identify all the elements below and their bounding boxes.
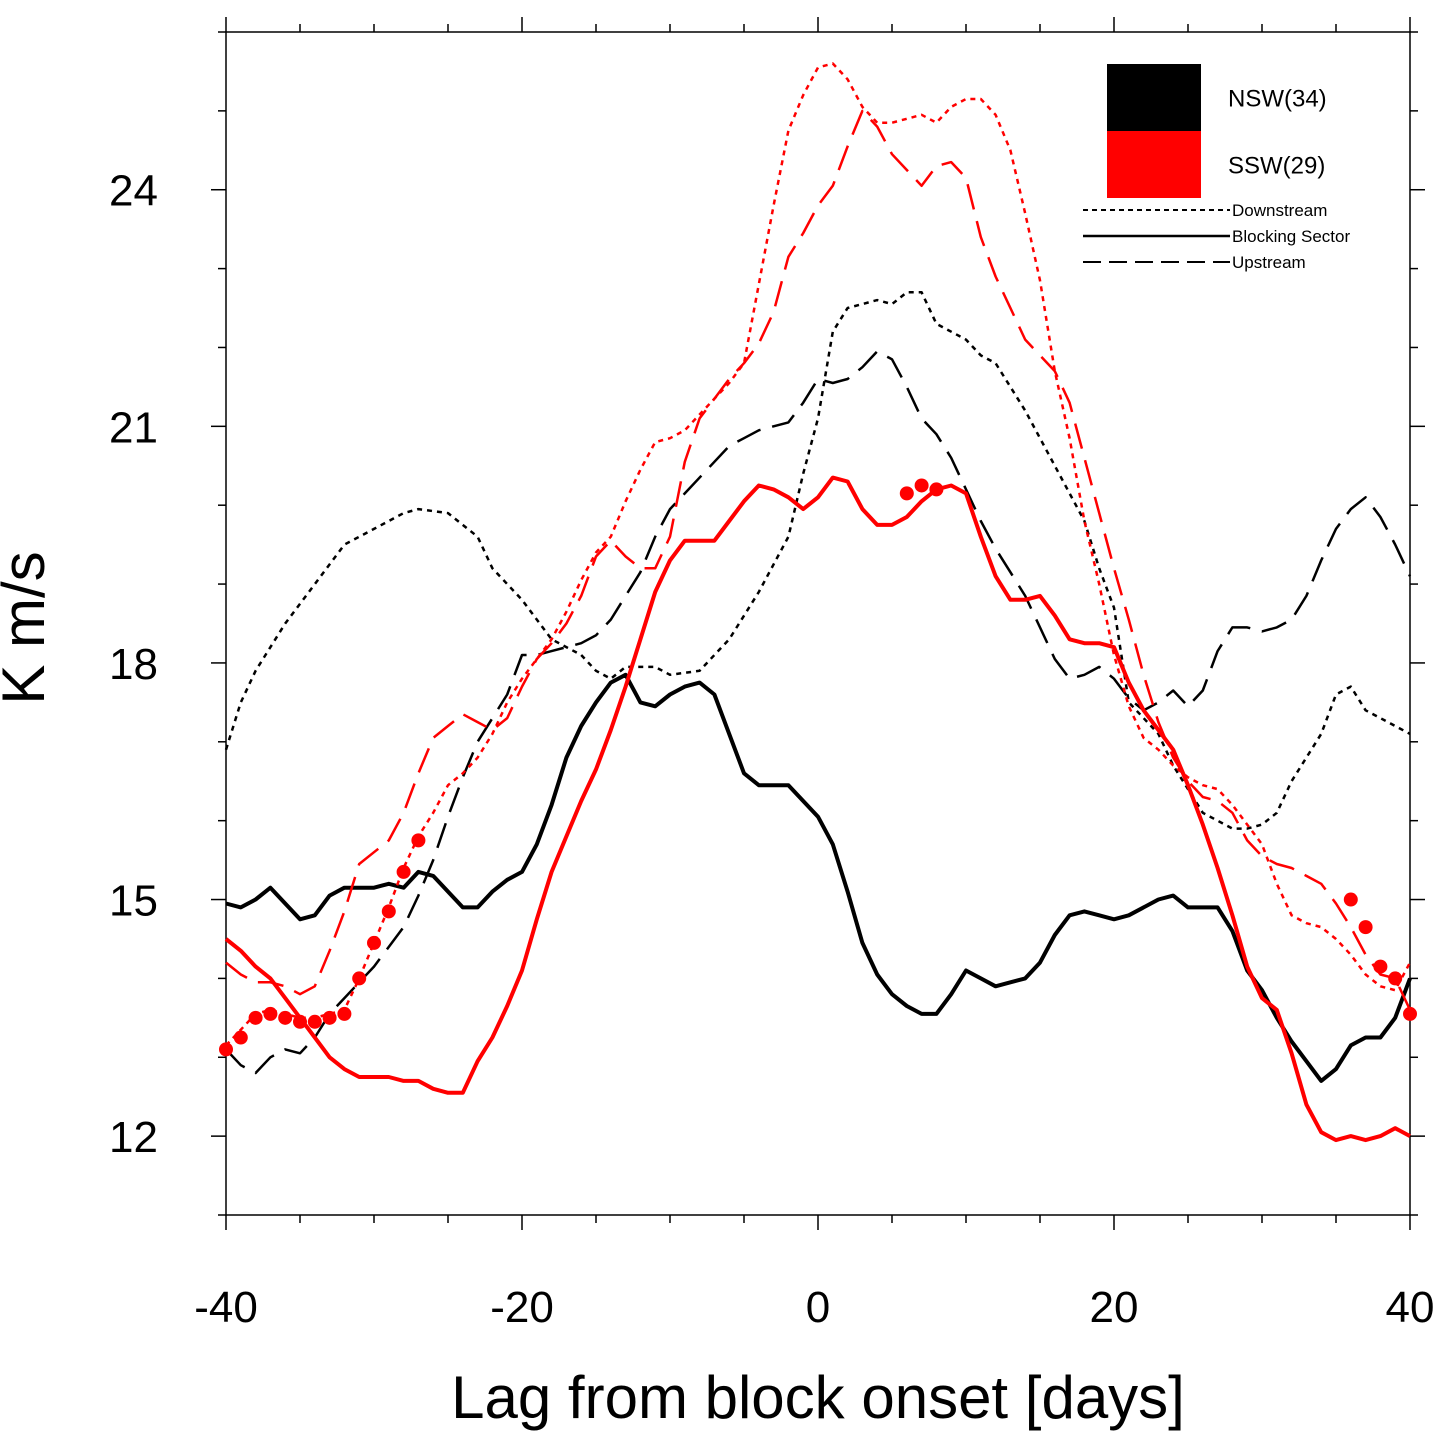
- series-layer: [224, 62, 1412, 1143]
- series-line-nsw-downstream: [224, 291, 1411, 830]
- significance-marker: [293, 1014, 307, 1029]
- x-tick-label: -20: [490, 1283, 554, 1332]
- series-line-ssw-upstream: [225, 109, 1412, 1011]
- significance-marker: [233, 1030, 248, 1045]
- significance-marker: [337, 1006, 352, 1021]
- x-axis-ticks: -40 -20 0 20 40: [194, 17, 1434, 1332]
- significance-marker: [263, 1006, 278, 1021]
- legend-swatch: [1107, 131, 1201, 198]
- significance-marker: [278, 1010, 293, 1025]
- significance-marker: [1403, 1006, 1417, 1021]
- significance-marker: [1388, 971, 1403, 986]
- significance-marker: [322, 1010, 337, 1025]
- marker-layer: [219, 478, 1417, 1057]
- x-tick-label: -40: [194, 1283, 258, 1332]
- significance-marker: [914, 478, 929, 493]
- significance-marker: [1343, 892, 1358, 907]
- series-line-nsw-blocking-sector: [225, 672, 1412, 1083]
- x-axis-title: Lag from block onset [days]: [451, 1364, 1185, 1431]
- significance-marker: [396, 864, 411, 879]
- significance-marker: [248, 1010, 263, 1025]
- series-line-nsw-upstream: [225, 350, 1412, 1075]
- legend-swatch: [1107, 64, 1201, 131]
- significance-marker: [381, 904, 396, 919]
- significance-marker: [307, 1014, 322, 1029]
- significance-marker: [1373, 959, 1388, 974]
- series-line-ssw-downstream: [225, 62, 1412, 1047]
- legend-style-label: Upstream: [1232, 253, 1306, 272]
- y-tick-label: 18: [109, 640, 158, 689]
- significance-marker: [367, 935, 381, 950]
- y-axis-title: K m/s: [0, 551, 57, 704]
- series-line-ssw-blocking-sector: [224, 475, 1411, 1143]
- legend-style-label: Downstream: [1232, 201, 1327, 220]
- y-axis-ticks: 12 15 18 21 24: [109, 31, 1425, 1216]
- significance-marker: [929, 482, 944, 497]
- x-tick-label: 0: [806, 1283, 830, 1332]
- x-tick-label: 40: [1386, 1283, 1435, 1332]
- x-tick-label: 20: [1090, 1283, 1139, 1332]
- legend: NSW(34) SSW(29) Downstream Blocking Sector U…: [1083, 64, 1350, 272]
- significance-marker: [352, 971, 367, 986]
- y-tick-label: 15: [109, 877, 158, 926]
- significance-marker: [411, 833, 426, 848]
- legend-label: NSW(34): [1228, 86, 1327, 113]
- legend-label: SSW(29): [1228, 153, 1325, 180]
- y-tick-label: 21: [109, 403, 158, 452]
- significance-marker: [1358, 920, 1373, 935]
- significance-marker: [899, 486, 914, 501]
- y-tick-label: 24: [109, 167, 158, 216]
- legend-style-label: Blocking Sector: [1232, 227, 1350, 246]
- significance-marker: [219, 1042, 233, 1057]
- y-tick-label: 12: [109, 1113, 158, 1162]
